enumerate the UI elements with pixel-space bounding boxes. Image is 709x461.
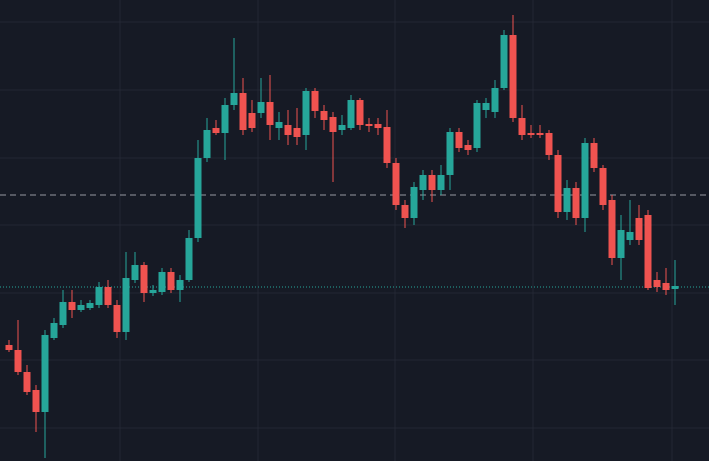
candle-body [176, 280, 184, 290]
candle-body [95, 287, 103, 305]
candle-body [410, 187, 418, 218]
candle-body [320, 111, 328, 120]
candle-body [32, 390, 40, 412]
candle-body [257, 102, 265, 113]
candle-body [266, 102, 274, 125]
candle-body [311, 91, 319, 111]
candle-body [401, 205, 409, 218]
candle-body [491, 88, 499, 112]
candle-body [68, 302, 76, 310]
candle-body [221, 105, 229, 133]
candle-body [86, 303, 94, 308]
candle-body [446, 132, 454, 175]
candle-body [41, 335, 49, 412]
candle-body [482, 103, 490, 110]
candle-body [14, 350, 22, 372]
candle-body [572, 188, 580, 218]
candle-body [374, 124, 382, 128]
candle-body [149, 290, 157, 293]
candle-body [212, 128, 220, 133]
candle-body [392, 163, 400, 205]
candle-body [122, 278, 130, 332]
candle-body [554, 155, 562, 212]
candle-body [23, 372, 31, 392]
candle-body [662, 283, 670, 290]
candle-body [536, 133, 544, 135]
candle-body [365, 124, 373, 126]
candle-body [140, 265, 148, 293]
candle-body [167, 272, 175, 290]
candle-body [338, 125, 346, 130]
candle-body [500, 35, 508, 88]
candle-body [617, 230, 625, 258]
candle-body [428, 175, 436, 190]
candle-body [644, 215, 652, 288]
candle-body [77, 305, 85, 310]
candle-body [437, 175, 445, 190]
candle-body [131, 265, 139, 280]
candle-body [59, 302, 67, 325]
candle-body [5, 345, 13, 350]
candle-body [635, 218, 643, 240]
candle-body [104, 287, 112, 305]
candle-body [653, 280, 661, 287]
candle-body [284, 125, 292, 135]
candle-body [527, 133, 535, 135]
candle-body [194, 158, 202, 238]
candle-body [455, 132, 463, 148]
candle-body [581, 143, 589, 218]
candle-body [464, 145, 472, 150]
candle-body [671, 286, 679, 289]
candle-body [239, 93, 247, 130]
candle-body [590, 143, 598, 168]
candle-body [356, 100, 364, 125]
candle-body [419, 175, 427, 190]
candle-body [518, 118, 526, 135]
candle-body [185, 238, 193, 280]
candle-body [509, 35, 517, 118]
candle-body [158, 272, 166, 292]
candle-body [545, 133, 553, 155]
candle-body [293, 128, 301, 137]
candle-body [473, 103, 481, 148]
candle-body [302, 91, 310, 135]
candle-body [248, 113, 256, 128]
candle-body [113, 305, 121, 332]
candle-body [230, 93, 238, 105]
candle-body [329, 117, 337, 132]
candle-body [275, 122, 283, 128]
candle-body [599, 168, 607, 205]
candle-body [50, 323, 58, 338]
candle-body [563, 188, 571, 212]
candle-body [608, 200, 616, 258]
candle-body [203, 130, 211, 158]
candle-body [347, 100, 355, 128]
candle-body [383, 127, 391, 163]
candle-body [626, 232, 634, 240]
